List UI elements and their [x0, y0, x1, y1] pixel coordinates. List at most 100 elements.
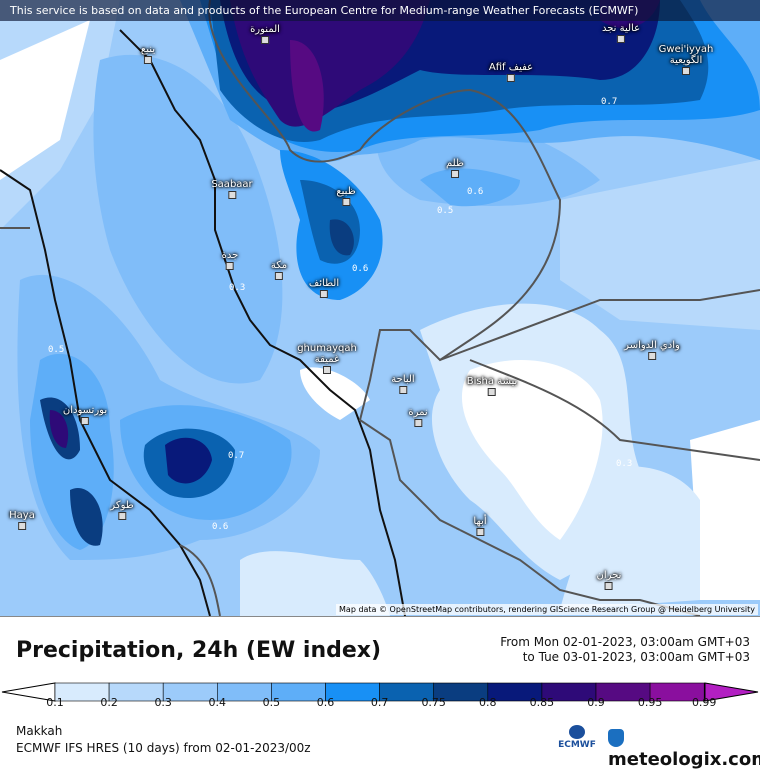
legend-tick-label: 0.3 [154, 696, 172, 709]
city-marker [80, 417, 89, 425]
city-haya[interactable]: Haya [9, 510, 35, 530]
field-white [461, 360, 603, 540]
city-label: وادي الدواسر [624, 340, 680, 351]
legend-tick-label: 0.5 [262, 696, 281, 709]
city-marker [413, 419, 422, 427]
date-from: From Mon 02-01-2023, 03:00am GMT+03 [500, 635, 750, 649]
field-0-75 [70, 488, 103, 546]
contour-label: 0.6 [467, 187, 484, 197]
city-label: مكة [270, 260, 288, 271]
city-zalim[interactable]: ظلم [446, 158, 464, 178]
city-label: المنورة [250, 24, 280, 35]
ecmwf-logo-icon [569, 725, 585, 739]
city-makkah[interactable]: مكة [271, 260, 287, 280]
color-legend [1, 682, 759, 702]
city-label: الباحة [391, 374, 415, 385]
contour-label: 0.5 [48, 345, 65, 355]
city-marker [143, 56, 152, 64]
contour-label: 0.5 [437, 206, 454, 216]
city-marker [260, 36, 269, 44]
admin-border [469, 359, 760, 461]
city-marker [275, 272, 283, 280]
city-label: نمرة [408, 407, 428, 418]
city-marker [225, 262, 234, 270]
precipitation-map[interactable]: This service is based on data and produc… [0, 0, 760, 617]
city-marker [341, 198, 350, 206]
legend-tick-label: 0.6 [316, 696, 335, 709]
city-label: طوكر [110, 500, 134, 511]
location-name: Makkah [16, 724, 63, 738]
field-white [0, 20, 90, 180]
legend-tick-label: 0.9 [587, 696, 605, 709]
field-0-75 [329, 219, 354, 256]
legend-tick-label: 0.7 [370, 696, 389, 709]
ecmwf-logo-text: ECMWF [558, 740, 596, 750]
contour-label: 0.7 [601, 97, 618, 107]
legend-tick-label: 0.95 [637, 696, 663, 709]
city-zabiya[interactable]: ظبيع [336, 186, 356, 206]
city-marker [118, 512, 126, 520]
city-tokar[interactable]: طوكر [110, 500, 134, 520]
city-marker [320, 290, 328, 298]
meteologix-logo-icon [608, 729, 624, 747]
city-label: نجران [596, 570, 622, 581]
city-label: ظلم [446, 158, 464, 169]
city-label: الطائف [308, 278, 340, 289]
city-marker [227, 191, 236, 199]
field-0-4 [93, 54, 283, 384]
city-al-baha[interactable]: الباحة [391, 374, 415, 394]
city-marker [17, 522, 26, 530]
city-jeddah[interactable]: جدة [221, 250, 239, 270]
city-bisha[interactable]: Bisha بيشة [466, 376, 518, 396]
city-marker [488, 388, 496, 396]
ecmwf-notice-banner: This service is based on data and produc… [0, 0, 760, 21]
legend-tick-label: 0.4 [208, 696, 227, 709]
city-wadi-ad-dawasir[interactable]: وادي الدواسر [624, 340, 680, 360]
city-label: جدة [221, 250, 239, 261]
city-abha[interactable]: أبها [473, 516, 487, 536]
border [179, 544, 221, 616]
map-canvas [0, 0, 760, 616]
city-yanbu[interactable]: ينبع [141, 44, 155, 64]
city-label: Haya [9, 510, 35, 521]
city-label: بورتسودان [62, 405, 108, 416]
city-namira[interactable]: نمرة [408, 407, 428, 427]
contour-label: 0.6 [212, 522, 229, 532]
ecmwf-logo[interactable]: ECMWF [555, 725, 599, 750]
city-marker [616, 35, 625, 43]
legend-tick-label: 0.75 [421, 696, 446, 709]
contour-label: 0.7 [228, 451, 245, 461]
city-port-sudan[interactable]: بورتسودان [63, 405, 107, 425]
contour-label: 0.6 [352, 264, 369, 274]
field-0-8 [165, 437, 212, 484]
field-light [560, 160, 760, 330]
legend-tick-label: 0.8 [479, 696, 497, 709]
city-marker [451, 170, 459, 178]
city-marker [507, 74, 515, 82]
city-afif[interactable]: Afif عفيف [489, 62, 533, 82]
city-marker [648, 352, 656, 360]
city-saabaar[interactable]: Saabaar [211, 179, 253, 199]
coastline-africa [0, 169, 211, 616]
field-0-85 [230, 0, 430, 127]
city-label: ظبيع [336, 186, 356, 197]
city-taif[interactable]: الطائف [309, 278, 339, 298]
city-label: Afif عفيف [488, 62, 534, 73]
city-ghumayqah[interactable]: ghumayqah غميقة [292, 343, 362, 374]
city-madinah[interactable]: المنورة [250, 24, 280, 44]
date-to: to Tue 03-01-2023, 03:00am GMT+03 [522, 650, 750, 664]
model-info: ECMWF IFS HRES (10 days) from 02-01-2023… [16, 741, 311, 755]
city-aliyat-najd[interactable]: عالية نجد [602, 23, 640, 43]
city-label: ينبع [140, 44, 156, 55]
map-attribution[interactable]: Map data © OpenStreetMap contributors, r… [336, 604, 758, 615]
legend-tick-label: 0.85 [529, 696, 555, 709]
city-label: أبها [473, 516, 487, 527]
city-label: عالية نجد [601, 23, 641, 34]
city-marker [682, 67, 690, 75]
city-gweiiyyah[interactable]: Gwei'iyyah الگويعية [646, 44, 726, 75]
meteologix-logo[interactable]: meteologix.com [608, 728, 760, 770]
legend-high-arrow [704, 682, 759, 702]
city-label: Bisha بيشة [466, 376, 518, 387]
chart-title: Precipitation, 24h (EW index) [16, 638, 382, 663]
city-najran[interactable]: نجران [596, 570, 622, 590]
